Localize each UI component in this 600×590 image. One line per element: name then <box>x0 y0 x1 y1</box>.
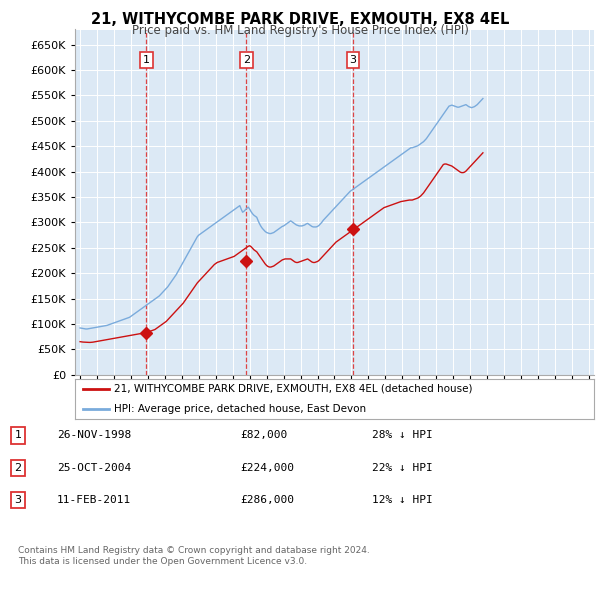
Text: Contains HM Land Registry data © Crown copyright and database right 2024.: Contains HM Land Registry data © Crown c… <box>18 546 370 555</box>
Text: HPI: Average price, detached house, East Devon: HPI: Average price, detached house, East… <box>114 404 366 414</box>
Text: 11-FEB-2011: 11-FEB-2011 <box>57 496 131 505</box>
Text: £286,000: £286,000 <box>240 496 294 505</box>
Text: 12% ↓ HPI: 12% ↓ HPI <box>372 496 433 505</box>
Text: 1: 1 <box>14 431 22 440</box>
Text: 21, WITHYCOMBE PARK DRIVE, EXMOUTH, EX8 4EL (detached house): 21, WITHYCOMBE PARK DRIVE, EXMOUTH, EX8 … <box>114 384 472 394</box>
Text: 1: 1 <box>143 55 150 65</box>
Text: £82,000: £82,000 <box>240 431 287 440</box>
Text: 21, WITHYCOMBE PARK DRIVE, EXMOUTH, EX8 4EL: 21, WITHYCOMBE PARK DRIVE, EXMOUTH, EX8 … <box>91 12 509 27</box>
Text: 2: 2 <box>243 55 250 65</box>
Text: This data is licensed under the Open Government Licence v3.0.: This data is licensed under the Open Gov… <box>18 558 307 566</box>
Text: Price paid vs. HM Land Registry's House Price Index (HPI): Price paid vs. HM Land Registry's House … <box>131 24 469 37</box>
Text: 25-OCT-2004: 25-OCT-2004 <box>57 463 131 473</box>
Text: 2: 2 <box>14 463 22 473</box>
Text: £224,000: £224,000 <box>240 463 294 473</box>
Text: 26-NOV-1998: 26-NOV-1998 <box>57 431 131 440</box>
Text: 22% ↓ HPI: 22% ↓ HPI <box>372 463 433 473</box>
Text: 28% ↓ HPI: 28% ↓ HPI <box>372 431 433 440</box>
Text: 3: 3 <box>14 496 22 505</box>
Text: 3: 3 <box>350 55 356 65</box>
